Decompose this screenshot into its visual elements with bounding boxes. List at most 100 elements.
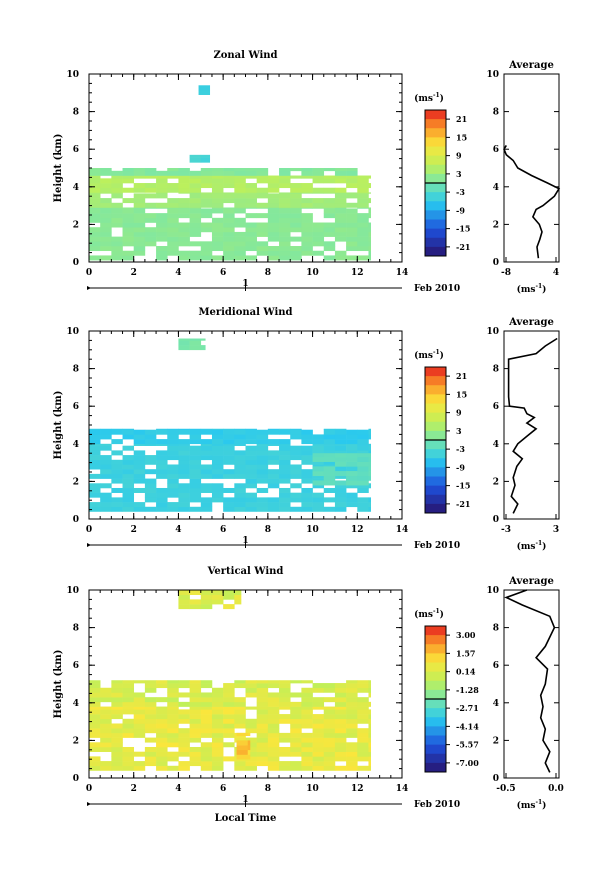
heatmap-cell — [334, 687, 347, 693]
heatmap-cell — [122, 236, 135, 242]
heatmap-cell — [133, 450, 146, 456]
heatmap-cell — [223, 429, 235, 435]
heatmap-cell — [189, 761, 202, 767]
heatmap-cell — [223, 236, 235, 242]
heatmap-cell — [89, 168, 101, 172]
heatmap-cell — [156, 429, 168, 435]
heatmap-cell — [279, 718, 291, 724]
heatmap-cell — [301, 469, 313, 475]
heatmap-cell — [156, 723, 168, 729]
heatmap-cell — [156, 428, 168, 430]
heatmap-cell — [200, 222, 213, 228]
profile-x-tick-label: -8 — [501, 268, 511, 278]
heatmap-cell — [346, 443, 358, 446]
colorbar-tick-label: -5.57 — [456, 740, 479, 750]
y-tick-label: 2 — [73, 736, 79, 746]
heatmap-cell — [334, 250, 347, 256]
heatmap-cell — [167, 701, 179, 707]
heatmap-cell — [189, 198, 202, 204]
heatmap-cell — [267, 718, 280, 724]
heatmap-cell — [368, 680, 371, 684]
heatmap-cell — [211, 198, 224, 204]
heatmap-cell — [178, 231, 190, 237]
heatmap-cell — [334, 428, 347, 430]
heatmap-cell — [368, 198, 371, 204]
heatmap-cell — [189, 340, 202, 346]
heatmap-cell — [144, 236, 157, 242]
heatmap-cell — [211, 168, 224, 172]
heatmap-cell — [279, 464, 291, 470]
heatmap-cell — [133, 697, 146, 703]
heatmap-cell — [200, 683, 213, 689]
heatmap-cell — [267, 231, 280, 237]
heatmap-cell — [245, 478, 257, 484]
heatmap-cell — [189, 718, 202, 724]
heatmap-cell — [323, 742, 336, 748]
heatmap-cell — [312, 492, 325, 498]
heatmap-cell — [223, 701, 235, 707]
heatmap-cell — [346, 502, 358, 508]
heatmap-cell — [156, 497, 168, 503]
heatmap-cell — [111, 193, 123, 199]
colorbar-segment — [425, 201, 446, 211]
heatmap-cell — [133, 236, 146, 242]
heatmap-cell — [144, 193, 157, 199]
x-tick-label: 12 — [351, 525, 364, 535]
heatmap-cell — [323, 697, 336, 703]
heatmap-cell — [178, 492, 190, 498]
heatmap-cell — [200, 751, 213, 757]
heatmap-cell — [100, 697, 112, 703]
heatmap-cell — [290, 723, 302, 729]
heatmap-cell — [156, 178, 168, 184]
heatmap-cell — [234, 697, 246, 703]
heatmap-cell — [279, 175, 291, 179]
heatmap-cell — [200, 208, 213, 214]
heatmap-cell — [156, 250, 168, 256]
colorbar-segment — [425, 626, 446, 636]
heatmap-cell — [267, 175, 280, 179]
heatmap-cell — [234, 241, 246, 247]
heatmap-cell — [167, 756, 179, 762]
heatmap-cell — [234, 236, 246, 242]
heatmap-cell — [122, 765, 135, 771]
heatmap-cell — [334, 207, 347, 209]
heatmap-cell — [100, 443, 112, 446]
profile-title: Average — [508, 317, 554, 328]
heatmap-cell — [122, 683, 135, 689]
heatmap-cell — [122, 761, 135, 767]
heatmap-cell — [234, 483, 246, 489]
heatmap-cell — [122, 464, 135, 470]
heatmap-cell — [234, 217, 246, 223]
heatmap-cell — [245, 469, 257, 475]
heatmap-cell — [323, 445, 336, 451]
heatmap-cell — [267, 250, 280, 256]
heatmap-cell — [267, 692, 280, 698]
heatmap-cell — [267, 706, 280, 710]
heatmap-cell — [245, 222, 257, 228]
heatmap-cell — [346, 178, 358, 184]
x-tick-label: 4 — [175, 784, 181, 794]
heatmap-cell — [323, 222, 336, 228]
heatmap-cell — [167, 483, 179, 489]
heatmap-cell — [178, 198, 190, 204]
heatmap-cell — [301, 246, 313, 252]
colorbar-segment — [425, 717, 446, 727]
heatmap-cell — [245, 428, 257, 430]
heatmap-cell — [167, 168, 179, 172]
heatmap-cell — [368, 175, 371, 179]
profile-y-tick-label: 2 — [493, 736, 499, 746]
heatmap-cell — [256, 434, 269, 440]
heatmap-cell — [178, 208, 190, 214]
heatmap-cell — [334, 227, 347, 233]
heatmap-cell — [312, 746, 325, 752]
heatmap-cell — [189, 692, 202, 698]
heatmap-cell — [122, 428, 135, 430]
heatmap-cell — [200, 445, 213, 451]
heatmap-cell — [144, 459, 157, 465]
heatmap-cell — [312, 751, 325, 757]
heatmap-cell — [234, 718, 246, 724]
x-tick-label: 0 — [86, 525, 92, 535]
heatmap-cell — [256, 455, 269, 461]
heatmap-cell — [245, 246, 257, 252]
heatmap-cell — [301, 709, 313, 715]
